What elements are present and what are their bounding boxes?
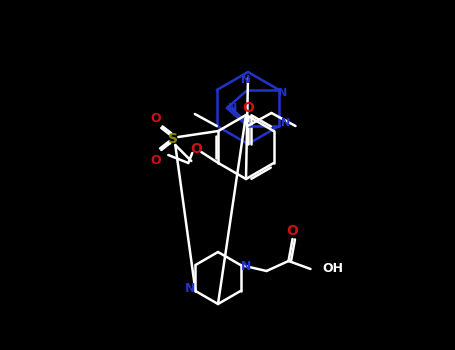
Text: N: N xyxy=(281,118,290,128)
Text: N: N xyxy=(228,103,238,113)
Text: N: N xyxy=(278,88,287,98)
Text: O: O xyxy=(150,154,161,167)
Text: N: N xyxy=(241,260,252,273)
Text: O: O xyxy=(190,142,202,156)
Text: S: S xyxy=(168,132,178,146)
Text: O: O xyxy=(242,101,254,115)
Text: O: O xyxy=(287,224,298,238)
Text: N: N xyxy=(185,281,196,294)
Text: N: N xyxy=(241,75,251,85)
Text: O: O xyxy=(150,112,161,125)
Text: OH: OH xyxy=(323,262,344,275)
